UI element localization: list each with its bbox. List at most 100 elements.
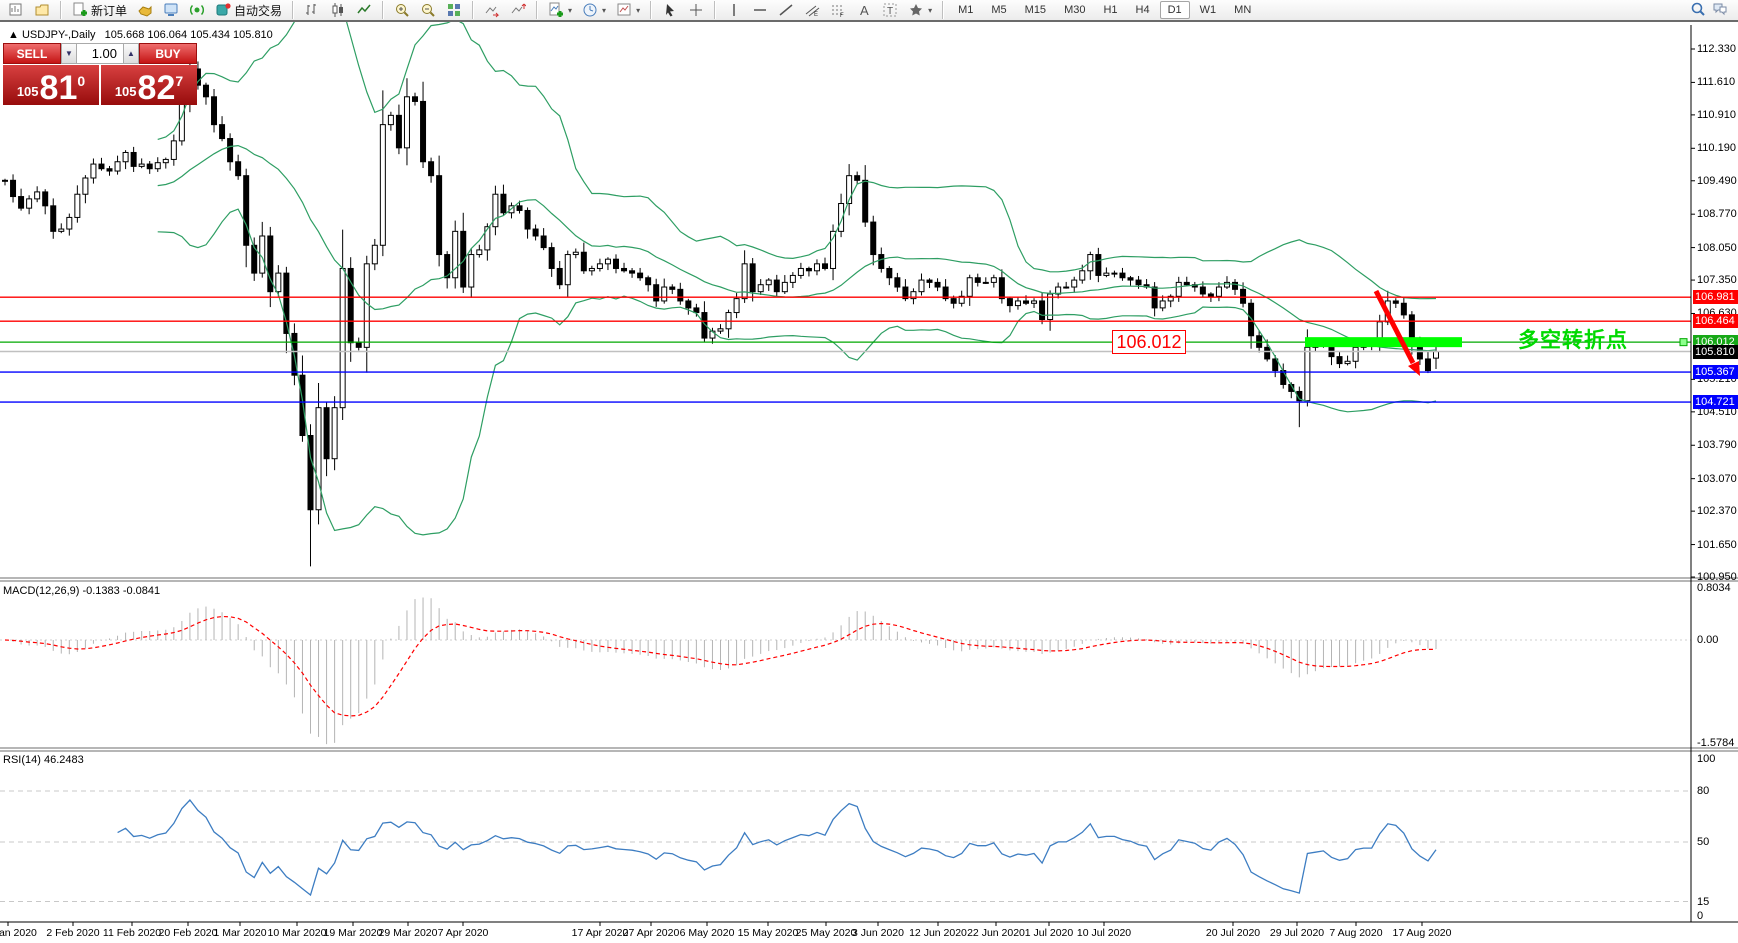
trendline-button[interactable] (774, 1, 798, 19)
sell-price-prefix: 105 (16, 84, 39, 99)
horizontal-line-button[interactable] (748, 1, 772, 19)
date-tick-label: 3 Jun 2020 (852, 927, 904, 939)
timeframe-m30-button[interactable]: M30 (1064, 4, 1086, 16)
buy-price[interactable]: 105 82 7 (101, 65, 197, 105)
price-level-label: 105.367 (1693, 365, 1738, 380)
toolbar-separator (382, 1, 385, 19)
date-tick-label: 12 Jun 2020 (909, 927, 967, 939)
bar-chart-button[interactable] (300, 1, 324, 19)
timeframe-m15-button[interactable]: M15 (1024, 4, 1047, 16)
oneclick-toggle-icon[interactable]: ▲ (8, 29, 19, 41)
arrows-button[interactable]: ▾ (904, 1, 936, 19)
macd-pane (0, 597, 1691, 745)
chart-shift-button[interactable] (506, 1, 530, 19)
one-click-trading-panel: SELL ▼ 1.00 ▲ BUY 105 81 0 105 82 7 (3, 43, 197, 105)
terminal-button[interactable] (159, 1, 183, 19)
cn-annotation-text[interactable]: 多空转折点 (1518, 329, 1628, 352)
candlesticks-icon (332, 3, 344, 17)
new-chart-button[interactable] (4, 1, 28, 19)
zoom-in-button[interactable] (390, 1, 414, 19)
date-tick-label: 17 Apr 2020 (571, 927, 629, 939)
crosshair-icon (690, 4, 703, 16)
buy-price-sup: 7 (175, 73, 184, 89)
date-tick-label: 1 Mar 2020 (213, 927, 267, 939)
crosshair-button[interactable] (684, 1, 708, 19)
volume-increase-button[interactable]: ▲ (123, 43, 139, 64)
chat-button[interactable] (1712, 1, 1728, 20)
horizontal-line-icon (754, 9, 767, 11)
price-tick-label: 110.190 (1697, 142, 1736, 155)
timeframe-d1-button[interactable]: D1 (1159, 1, 1190, 19)
sell-button[interactable]: SELL (3, 43, 61, 64)
price-tick-label: 110.910 (1697, 108, 1736, 121)
svg-text:A: A (860, 3, 869, 18)
templates-button[interactable]: ▾ (612, 1, 644, 19)
chat-icon (1713, 3, 1727, 15)
vertical-line-button[interactable] (722, 1, 746, 19)
volume-decrease-button[interactable]: ▼ (61, 43, 77, 64)
indicators-icon (549, 2, 564, 17)
toolbar: 新订单 自动交易 ▾ ▾ ▾ E F A T ▾ M1 M5 M15 M30 H1 H4 D1 W1 MN (0, 0, 1738, 22)
trendline-icon (779, 4, 793, 16)
autotrading-button[interactable]: 自动交易 (211, 1, 286, 19)
cursor-button[interactable] (658, 1, 682, 19)
date-tick-label: 10 Mar 2020 (267, 927, 327, 939)
date-tick-label: 19 Mar 2020 (323, 927, 383, 939)
tile-windows-button[interactable] (442, 1, 466, 19)
periods-icon (583, 3, 597, 17)
date-tick-label: 6 May 2020 (679, 927, 735, 939)
timeframe-mn-button[interactable]: MN (1234, 4, 1252, 16)
new-order-button[interactable]: 新订单 (68, 1, 131, 19)
buy-button[interactable]: BUY (139, 43, 197, 64)
level-line-handle[interactable] (1679, 338, 1688, 347)
metaeditor-icon (138, 5, 152, 17)
periods-button[interactable]: ▾ (578, 1, 610, 19)
ohlc-values: 105.668 106.064 105.434 105.810 (104, 29, 273, 41)
price-level-label: 106.981 (1693, 290, 1738, 305)
timeframe-w1-button[interactable]: W1 (1199, 4, 1217, 16)
price-tick-label: 101.650 (1697, 538, 1737, 551)
date-tick-label: 7 Apr 2020 (437, 927, 489, 939)
timeframe-h4-button[interactable]: H4 (1135, 4, 1150, 16)
text-label-icon: T (883, 3, 897, 17)
fibonacci-button[interactable]: F (826, 1, 850, 19)
volume-input[interactable]: 1.00 (77, 43, 123, 64)
timeframe-h1-button[interactable]: H1 (1103, 4, 1118, 16)
level-lines (0, 296, 1691, 403)
line-chart-button[interactable] (352, 1, 376, 19)
timeframe-m5-button[interactable]: M5 (991, 4, 1007, 16)
candlesticks-button[interactable] (326, 1, 350, 19)
toolbar-separator (536, 1, 539, 19)
date-tick-label: 20 Jul 2020 (1205, 927, 1261, 939)
toolbar-separator (650, 1, 653, 19)
line-chart-icon (357, 4, 371, 14)
profiles-icon (35, 4, 49, 16)
chart-title: ▲ USDJPY-,Daily 105.668 106.064 105.434 … (8, 29, 273, 41)
indicators-button[interactable]: ▾ (544, 1, 576, 19)
sell-price-sup: 0 (77, 73, 86, 89)
equidistant-channel-button[interactable]: E (800, 1, 824, 19)
macd-tick-label: 0.8034 (1697, 582, 1731, 594)
date-tick-label: 1 Jul 2020 (1024, 927, 1074, 939)
metaeditor-button[interactable] (133, 1, 157, 19)
auto-scroll-button[interactable] (480, 1, 504, 19)
price-level-annotation[interactable]: 106.012 (1112, 330, 1186, 354)
text-button[interactable]: A (852, 1, 876, 19)
sell-price-big: 81 (39, 69, 78, 107)
tile-windows-icon (448, 4, 461, 16)
zoom-out-icon (422, 4, 435, 17)
trend-arrow[interactable] (1373, 289, 1416, 365)
sell-price[interactable]: 105 81 0 (3, 65, 99, 105)
text-label-button[interactable]: T (878, 1, 902, 19)
profiles-button[interactable] (30, 1, 54, 19)
signals-button[interactable] (185, 1, 209, 19)
highlight-zone-bar[interactable] (1305, 337, 1462, 348)
timeframe-m1-button[interactable]: M1 (958, 4, 974, 16)
new-order-icon (73, 2, 87, 16)
search-button[interactable] (1690, 1, 1706, 20)
date-tick-label: 11 Feb 2020 (102, 927, 162, 939)
zoom-out-button[interactable] (416, 1, 440, 19)
terminal-icon (164, 3, 178, 16)
